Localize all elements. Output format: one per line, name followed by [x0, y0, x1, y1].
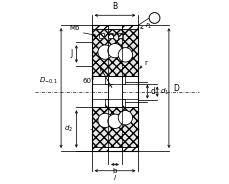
Bar — [91, 25, 138, 76]
Text: b: b — [112, 168, 117, 174]
Bar — [98, 33, 104, 38]
Bar — [108, 25, 121, 151]
Bar — [105, 99, 124, 147]
Bar — [108, 33, 112, 38]
Text: $r_1$: $r_1$ — [144, 21, 152, 31]
Text: $d_2$: $d_2$ — [64, 124, 73, 134]
Bar — [105, 29, 124, 84]
Bar — [91, 107, 138, 147]
Circle shape — [107, 43, 122, 58]
Text: $D_{-0.1}$: $D_{-0.1}$ — [38, 76, 57, 86]
Text: d: d — [150, 87, 155, 96]
Text: 60°: 60° — [82, 78, 95, 84]
Bar — [91, 107, 138, 151]
Text: l: l — [114, 175, 115, 181]
Text: r: r — [144, 60, 147, 66]
Circle shape — [118, 48, 132, 62]
Circle shape — [107, 114, 122, 128]
Text: $d_1$: $d_1$ — [160, 86, 169, 97]
Bar — [91, 29, 138, 76]
Bar — [117, 33, 122, 38]
Text: J: J — [71, 49, 73, 58]
Circle shape — [118, 111, 132, 125]
Text: B: B — [112, 2, 117, 11]
Circle shape — [98, 45, 112, 59]
Circle shape — [148, 13, 159, 23]
Circle shape — [98, 113, 112, 128]
Text: M6: M6 — [69, 25, 80, 31]
Text: 1: 1 — [152, 15, 156, 21]
Text: D: D — [172, 84, 178, 93]
